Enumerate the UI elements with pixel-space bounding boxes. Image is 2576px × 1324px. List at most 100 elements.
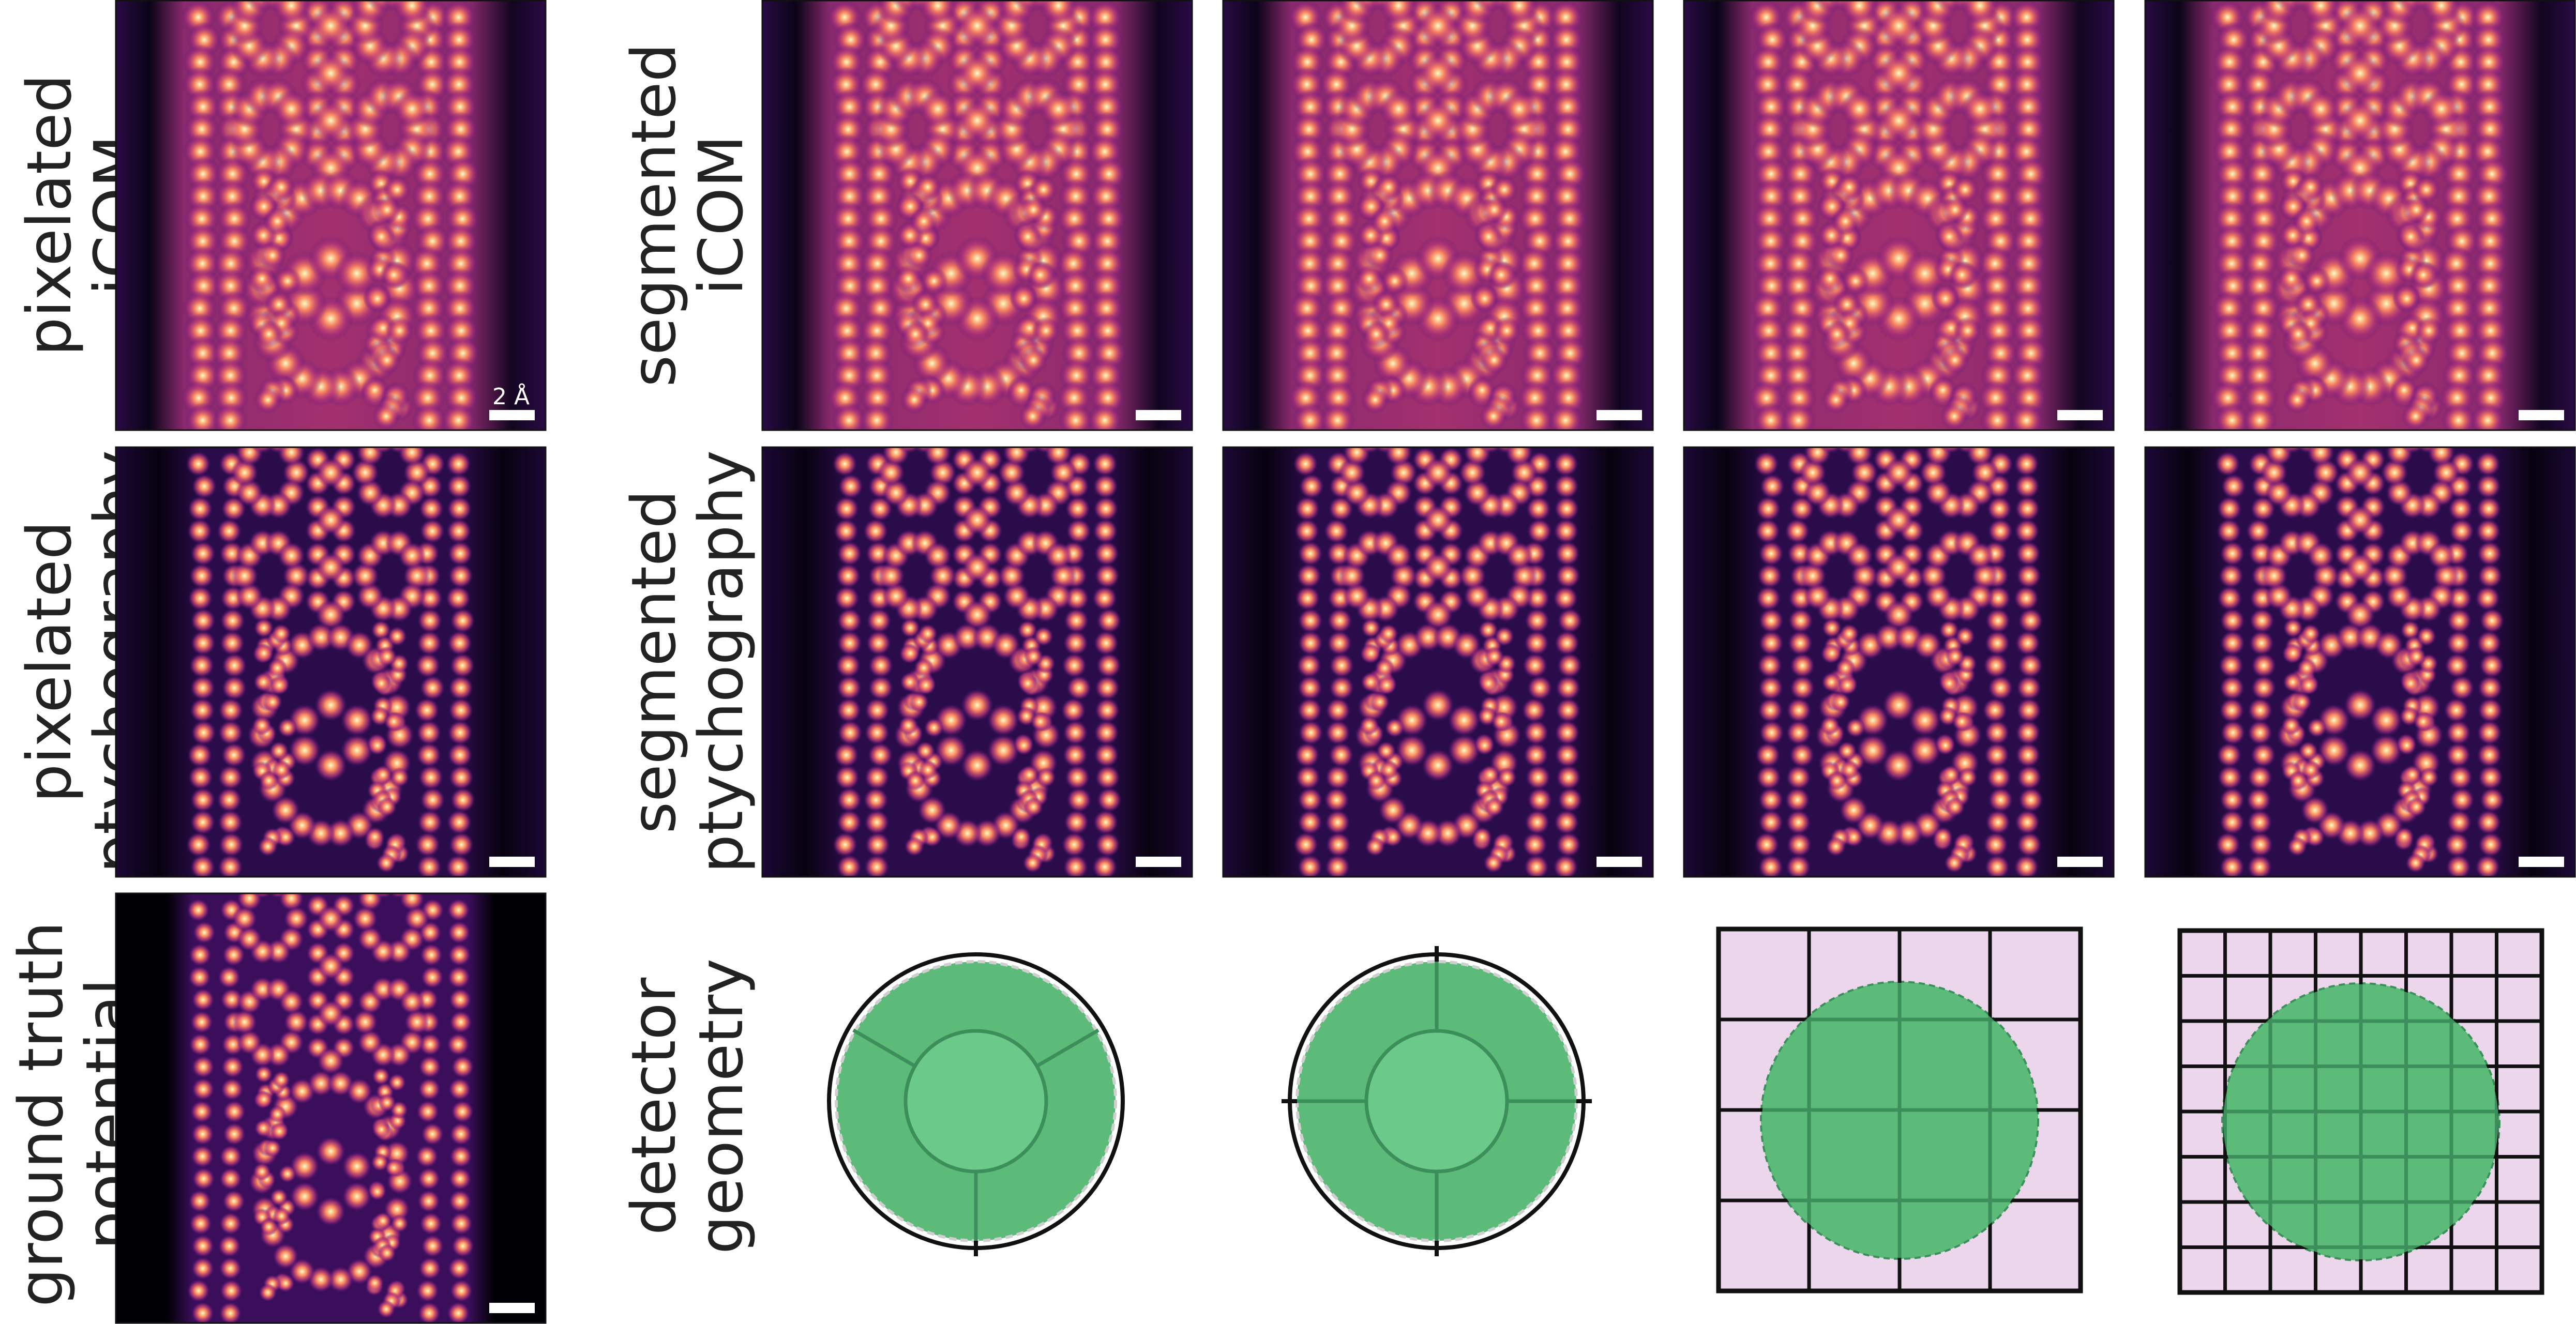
atom-column <box>2298 741 2318 762</box>
atom-column <box>1781 403 1816 431</box>
atom-column <box>1297 563 1321 588</box>
atom-column <box>1984 720 2010 745</box>
atom-column <box>420 787 445 813</box>
atom-column <box>189 653 215 678</box>
atom-column <box>1827 770 1847 791</box>
atom-column <box>1061 697 1086 723</box>
panel-frame <box>1683 0 2115 431</box>
atom-column <box>2478 697 2503 723</box>
atom-column <box>1320 403 1355 431</box>
atom-column <box>1553 586 1578 611</box>
atom-column <box>1361 618 1381 638</box>
atom-column <box>191 988 215 1011</box>
atom-column <box>2301 0 2340 25</box>
atom-column <box>2014 451 2039 477</box>
atom-column <box>867 496 893 521</box>
atom-column <box>2014 855 2039 877</box>
atom-column <box>186 451 211 477</box>
atom-column <box>1754 451 1779 477</box>
atom-column <box>315 552 346 582</box>
atom-column <box>1554 474 1579 499</box>
atom-column <box>367 735 387 755</box>
atom-column <box>2355 819 2385 848</box>
atom-column <box>309 52 352 95</box>
atom-column <box>1484 797 1504 817</box>
atom-column <box>404 1009 430 1035</box>
atom-column <box>2339 5 2382 47</box>
atom-column <box>913 173 942 201</box>
atom-column <box>2297 658 2317 678</box>
atom-column <box>187 1279 210 1302</box>
atom-column <box>1094 563 1120 588</box>
atom-column <box>838 474 863 499</box>
atom-column <box>191 1257 215 1280</box>
atom-column <box>2287 836 2308 857</box>
atom-column <box>222 675 247 701</box>
row-label-line-1: detector <box>618 977 689 1235</box>
scale-bar <box>489 410 535 420</box>
atom-column <box>1822 643 1842 663</box>
atom-column <box>219 630 245 656</box>
atom-column <box>415 1145 439 1168</box>
atom-column <box>1548 403 1584 431</box>
atom-column <box>2415 316 2443 345</box>
atom-column <box>1877 99 1920 142</box>
atom-column <box>1061 832 1087 857</box>
atom-column <box>2444 697 2469 723</box>
atom-column <box>317 1047 344 1075</box>
atom-column <box>327 1266 354 1292</box>
atom-column <box>2220 630 2245 656</box>
atom-column <box>219 1302 242 1323</box>
atom-column <box>1759 474 1785 499</box>
atom-column <box>1821 618 1842 638</box>
atom-column <box>446 451 471 477</box>
atom-column <box>448 1167 472 1191</box>
detector-grid-4x4 <box>1716 926 2083 1293</box>
atom-column <box>1096 787 1122 813</box>
atom-column <box>1361 672 1381 692</box>
detector-annular-4-segments <box>1282 946 1592 1256</box>
atom-column <box>2247 765 2272 790</box>
atom-column <box>1505 447 1533 466</box>
atom-column <box>1324 519 1349 544</box>
atom-column <box>221 496 246 521</box>
panel-frame <box>115 446 547 878</box>
atom-column <box>1553 855 1578 877</box>
atom-column <box>1941 195 1969 224</box>
atom-column <box>1555 563 1580 588</box>
panel-segmented-icom-1 <box>761 0 1193 431</box>
atom-column <box>2475 586 2500 611</box>
atom-column <box>421 1122 444 1146</box>
atom-columns <box>832 447 1122 877</box>
atom-column <box>1365 241 1394 270</box>
atom-column <box>263 207 292 236</box>
atom-column <box>2219 675 2244 701</box>
atom-column <box>1293 451 1318 477</box>
atom-column <box>315 1136 346 1166</box>
atom-column <box>1369 692 1390 712</box>
atom-column <box>1840 0 1879 25</box>
atom-column <box>377 646 397 666</box>
atom-column <box>317 905 344 933</box>
atom-column <box>340 734 373 767</box>
atom-column <box>2416 626 2436 646</box>
atom-column <box>2406 797 2427 817</box>
atom-column <box>1987 519 2013 544</box>
atom-column <box>418 765 444 790</box>
atom-column <box>2476 810 2502 835</box>
atom-column <box>1325 765 1350 790</box>
atom-column <box>2018 787 2043 813</box>
atom-column <box>222 1190 246 1213</box>
atom-column <box>254 643 274 663</box>
atom-column <box>1478 620 1498 640</box>
atom-column <box>1297 675 1322 701</box>
atom-column <box>2444 832 2469 857</box>
atom-column <box>834 519 858 544</box>
atom-column <box>836 855 862 877</box>
atom-column <box>2016 675 2042 701</box>
panel-image <box>1683 447 2114 877</box>
atom-column <box>219 1212 242 1235</box>
atom-column <box>1096 653 1121 678</box>
atom-column <box>2476 519 2501 544</box>
atom-column <box>1841 267 1870 295</box>
